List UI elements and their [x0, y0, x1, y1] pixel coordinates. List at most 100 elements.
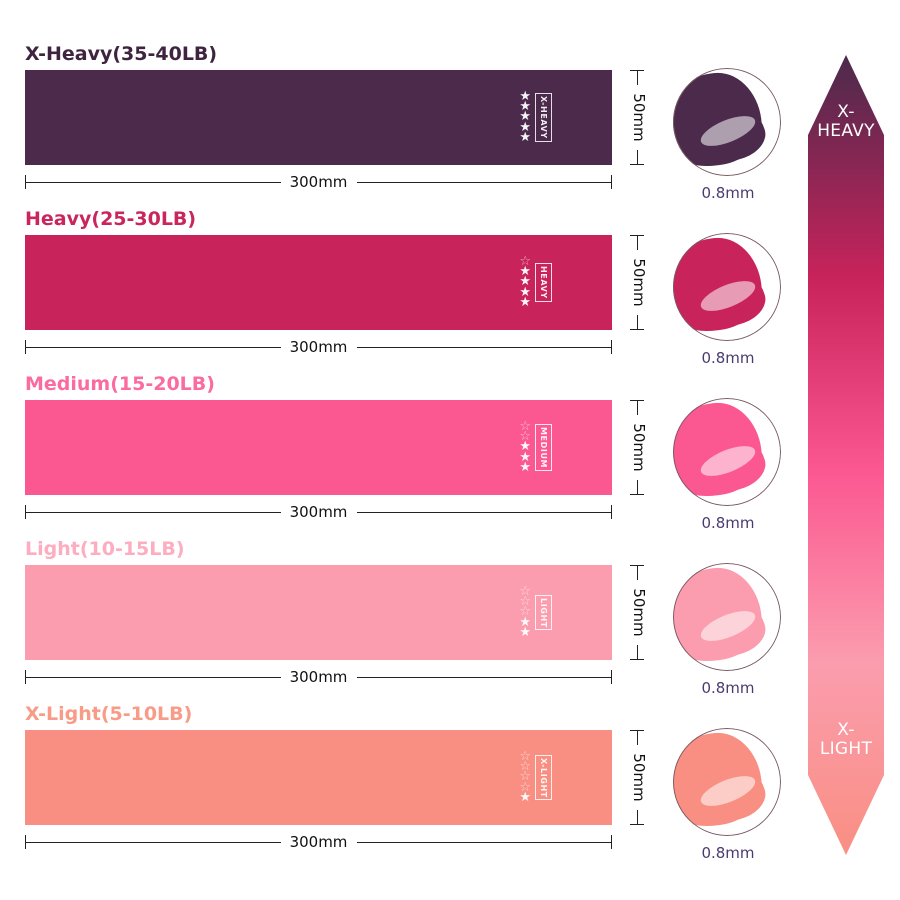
dimension-line-bottom: [637, 645, 638, 659]
star-outline-icon: ☆: [519, 419, 531, 435]
thickness-closeup-circle: [673, 233, 781, 341]
circle-outline: [673, 563, 781, 671]
width-dimension-label: 50mm: [630, 423, 648, 472]
star-outline-icon: ☆: [519, 769, 531, 785]
width-dimension-label: 50mm: [630, 258, 648, 307]
dimension-line-left: [26, 842, 281, 843]
dimension-cap-top: [630, 565, 644, 566]
dimension-line-left: [26, 512, 281, 513]
length-dimension-label: 300mm: [289, 173, 348, 191]
length-dimension: 300mm: [25, 503, 612, 521]
band-star-rating: ☆ ☆ ☆ ★ ★: [519, 584, 531, 640]
width-dimension-label: 50mm: [630, 93, 648, 142]
dimension-line-right: [356, 677, 611, 678]
dimension-cap-right: [611, 505, 612, 519]
dimension-line-right: [356, 512, 611, 513]
star-filled-icon: ★: [519, 449, 531, 465]
star-filled-icon: ★: [519, 624, 531, 640]
thickness-label: 0.8mm: [701, 349, 755, 367]
arrow-top-label: X- HEAVY: [817, 102, 875, 142]
dimension-cap-left: [25, 340, 26, 354]
thickness-label: 0.8mm: [701, 514, 755, 532]
band-tag-label: X-HEAVY: [535, 93, 552, 142]
dimension-cap-left: [25, 505, 26, 519]
star-filled-icon: ★: [519, 99, 531, 115]
dimension-line-left: [26, 182, 281, 183]
dimension-cap-top: [630, 235, 644, 236]
strength-gradient-arrow: X- HEAVY X- LIGHT: [808, 55, 884, 855]
resistance-band: X-HEAVY ★ ★ ★ ★ ★: [25, 70, 612, 165]
star-filled-icon: ★: [519, 264, 531, 280]
width-dimension: 50mm: [622, 70, 656, 165]
band-row: Heavy(25-30LB) HEAVY ☆ ★ ★ ★ ★ 300mm 50mm: [0, 210, 660, 360]
dimension-cap-left: [25, 670, 26, 684]
band-row: Light(10-15LB) LIGHT ☆ ☆ ☆ ★ ★ 300mm 50mm: [0, 540, 660, 690]
star-filled-icon: ★: [519, 284, 531, 300]
dimension-cap-bottom: [630, 329, 644, 330]
dimension-line-right: [356, 347, 611, 348]
band-row: X-Heavy(35-40LB) X-HEAVY ★ ★ ★ ★ ★ 300mm 50mm: [0, 45, 660, 195]
band-title: Light(10-15LB): [25, 538, 185, 560]
width-dimension: 50mm: [622, 565, 656, 660]
thickness-label: 0.8mm: [701, 184, 755, 202]
dimension-line-top: [637, 71, 638, 85]
dimension-cap-left: [25, 175, 26, 189]
band-marking: X-LIGHT ☆ ☆ ☆ ☆ ★: [519, 741, 552, 815]
band-star-rating: ☆ ☆ ★ ★ ★: [519, 419, 531, 475]
resistance-band: MEDIUM ☆ ☆ ★ ★ ★: [25, 400, 612, 495]
band-tag-label: MEDIUM: [535, 423, 552, 472]
band-title: Medium(15-20LB): [25, 373, 215, 395]
dimension-cap-right: [611, 340, 612, 354]
length-dimension: 300mm: [25, 173, 612, 191]
star-filled-icon: ★: [519, 119, 531, 135]
thickness-label: 0.8mm: [701, 679, 755, 697]
thickness-closeup-circle: [673, 563, 781, 671]
band-row: Medium(15-20LB) MEDIUM ☆ ☆ ★ ★ ★ 300mm 50mm: [0, 375, 660, 525]
circle-outline: [673, 398, 781, 506]
dimension-cap-bottom: [630, 494, 644, 495]
width-dimension: 50mm: [622, 235, 656, 330]
star-filled-icon: ★: [519, 274, 531, 290]
length-dimension-label: 300mm: [289, 833, 348, 851]
star-outline-icon: ☆: [519, 604, 531, 620]
arrow-body: [808, 55, 884, 855]
star-outline-icon: ☆: [519, 594, 531, 610]
length-dimension: 300mm: [25, 833, 612, 851]
width-dimension-label: 50mm: [630, 588, 648, 637]
dimension-cap-right: [611, 670, 612, 684]
arrow-bottom-label: X- LIGHT: [819, 719, 873, 759]
thickness-closeup-circle: [673, 68, 781, 176]
star-outline-icon: ☆: [519, 759, 531, 775]
band-marking: LIGHT ☆ ☆ ☆ ★ ★: [519, 576, 552, 650]
star-outline-icon: ☆: [519, 779, 531, 795]
thickness-label: 0.8mm: [701, 844, 755, 862]
band-marking: X-HEAVY ★ ★ ★ ★ ★: [519, 81, 552, 155]
resistance-band: LIGHT ☆ ☆ ☆ ★ ★: [25, 565, 612, 660]
dimension-line-bottom: [637, 315, 638, 329]
star-filled-icon: ★: [519, 789, 531, 805]
dimension-line-right: [356, 842, 611, 843]
length-dimension: 300mm: [25, 668, 612, 686]
band-tag-label: X-LIGHT: [535, 754, 552, 801]
star-outline-icon: ☆: [519, 749, 531, 765]
band-star-rating: ★ ★ ★ ★ ★: [519, 90, 531, 144]
width-dimension: 50mm: [622, 730, 656, 825]
star-outline-icon: ☆: [519, 584, 531, 600]
dimension-cap-top: [630, 400, 644, 401]
thickness-detail: 0.8mm: [668, 68, 788, 208]
thickness-detail: 0.8mm: [668, 233, 788, 373]
length-dimension-label: 300mm: [289, 503, 348, 521]
band-row: X-Light(5-10LB) X-LIGHT ☆ ☆ ☆ ☆ ★ 300mm 50mm: [0, 705, 660, 855]
star-filled-icon: ★: [519, 459, 531, 475]
star-filled-icon: ★: [519, 614, 531, 630]
dimension-line-left: [26, 347, 281, 348]
star-outline-icon: ☆: [519, 429, 531, 445]
length-dimension-label: 300mm: [289, 668, 348, 686]
thickness-closeup-circle: [673, 398, 781, 506]
thickness-closeup-circle: [673, 728, 781, 836]
dimension-line-bottom: [637, 810, 638, 824]
dimension-line-top: [637, 731, 638, 745]
band-tag-label: HEAVY: [535, 263, 552, 302]
band-title: X-Light(5-10LB): [25, 703, 193, 725]
